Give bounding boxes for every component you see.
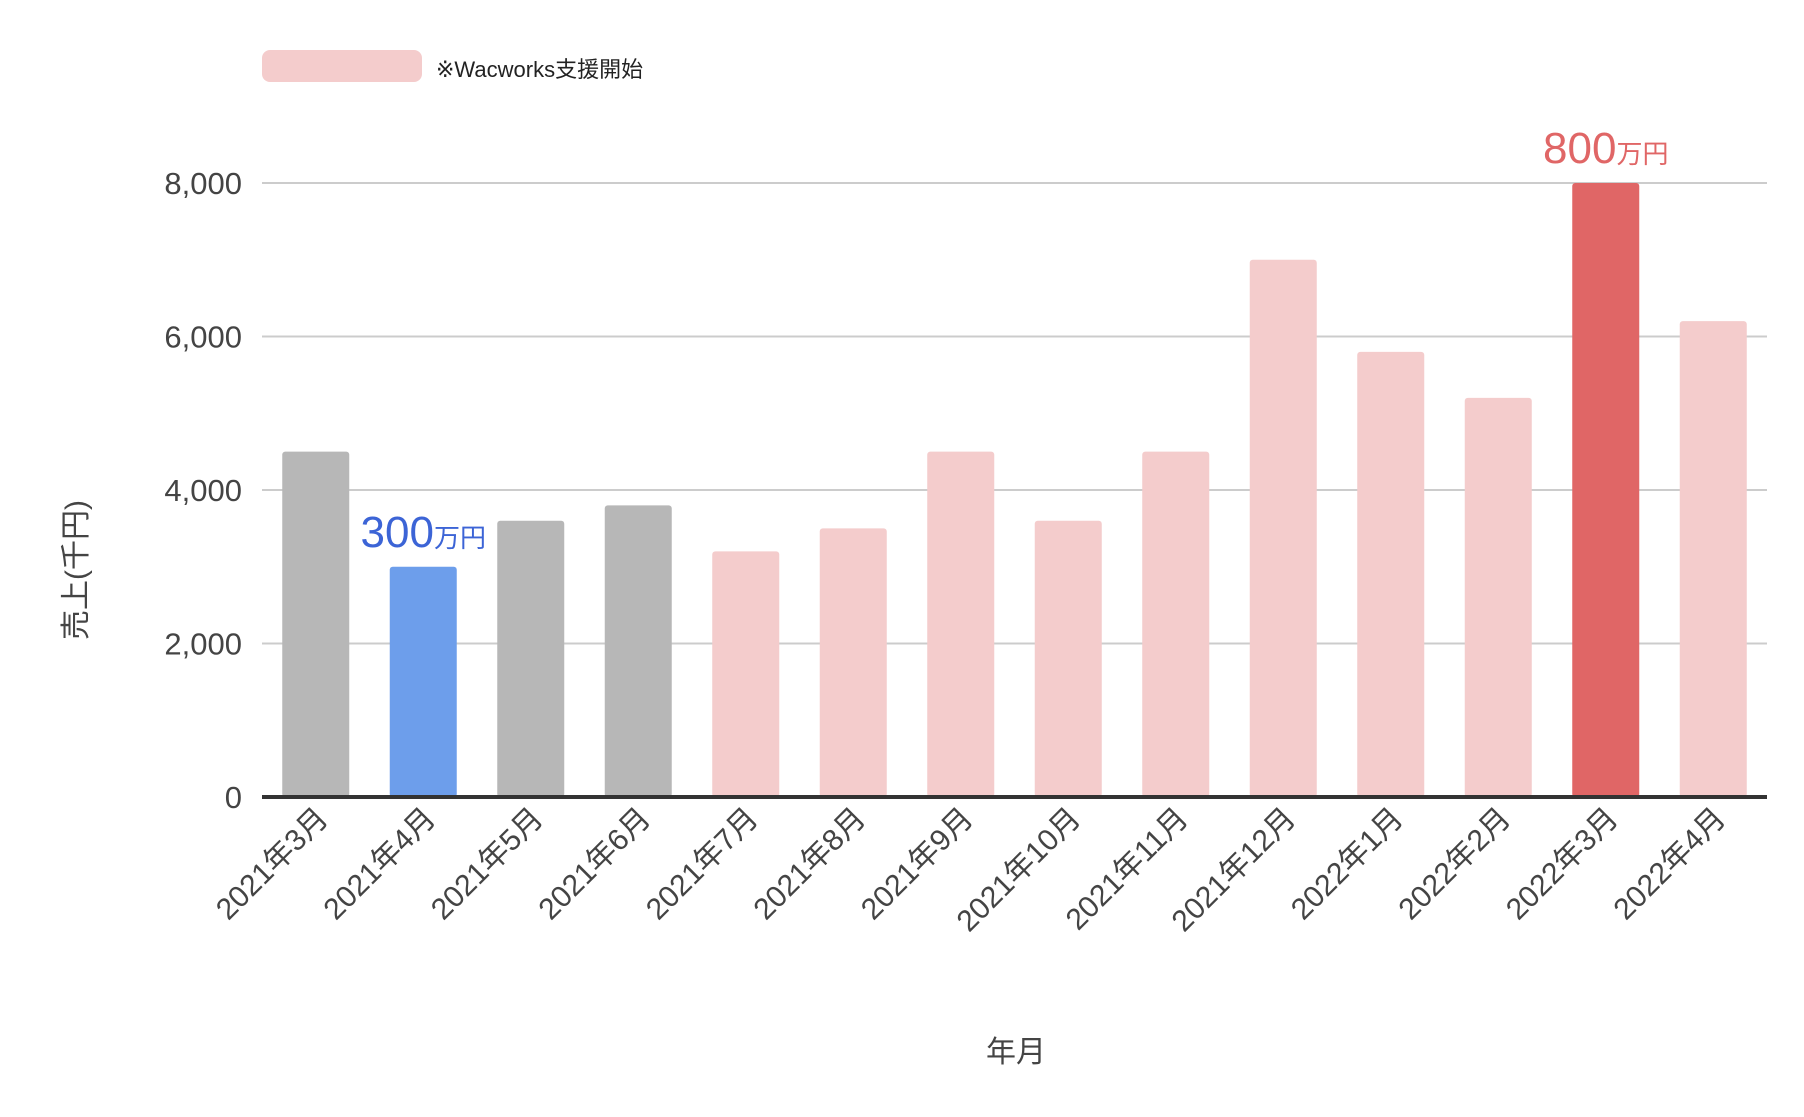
bar [1249,259,1317,797]
legend-label: ※Wacworks支援開始 [436,57,643,82]
bar [1142,451,1210,797]
bar [927,451,995,797]
y-tick-label: 2,000 [164,627,242,662]
gridlines [262,182,1767,645]
bar [819,528,887,797]
y-axis-title: 売上(千円) [60,500,93,640]
bar [389,566,457,797]
bars [282,183,1747,797]
x-tick-label: 2021年5月 [425,802,550,927]
x-tick-label: 2021年8月 [747,802,872,927]
bar [1572,183,1640,797]
annotation-unit: 万円 [1616,139,1668,169]
x-tick-label: 2021年4月 [317,802,442,927]
bar-annotation: 800万円 [1543,124,1668,173]
y-tick-label: 0 [225,780,242,815]
bar [282,451,350,797]
y-tick-label: 8,000 [164,166,242,201]
annotation-value: 300 [361,508,434,557]
y-tick-label: 4,000 [164,473,242,508]
y-tick-label: 6,000 [164,320,242,355]
bar [1034,520,1102,797]
x-tick-label: 2021年7月 [640,802,765,927]
bar [1464,397,1532,797]
annotation-unit: 万円 [434,523,486,553]
bar [604,505,672,797]
annotation-value: 800 [1543,124,1616,173]
x-tick-label: 2022年1月 [1285,802,1410,927]
legend: ※Wacworks支援開始 [262,50,643,82]
y-axis-ticks: 0 2,000 4,000 6,000 8,000 [164,166,242,815]
bar-annotation: 300万円 [361,508,486,557]
x-axis-title: 年月 [986,1036,1046,1069]
x-tick-label: 2021年6月 [532,802,657,927]
x-tick-label: 2022年2月 [1392,802,1517,927]
bar [497,520,565,797]
bar [1357,351,1425,797]
x-axis-ticks: 2021年3月2021年4月2021年5月2021年6月2021年7月2021年… [210,802,1732,939]
bar [1679,321,1747,797]
x-tick-label: 2022年4月 [1607,802,1732,927]
x-tick-label: 2021年3月 [210,802,335,927]
x-tick-label: 2022年3月 [1500,802,1625,927]
bar [712,551,780,797]
legend-swatch [262,50,422,82]
